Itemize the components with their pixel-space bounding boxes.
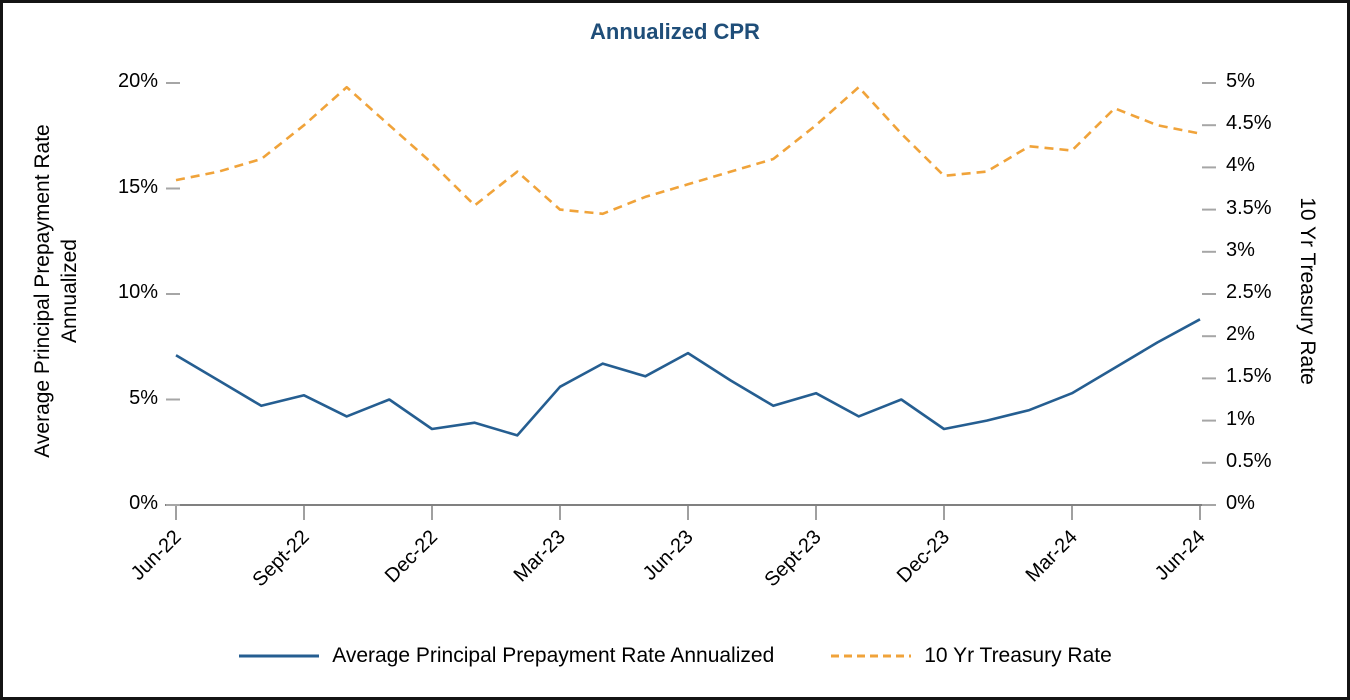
left-axis-tick-label: 20% (117, 70, 158, 92)
left-axis-tick-label: 0% (129, 492, 158, 514)
right-axis-tick-label: 2.5% (1226, 281, 1272, 303)
solid-line-sample-icon (239, 654, 320, 658)
right-axis-tick-label: 4.5% (1226, 112, 1272, 135)
plot-area (165, 82, 1216, 520)
right-axis-tick-label: 0% (1226, 492, 1255, 514)
right-axis-tick-label: 3% (1226, 238, 1255, 261)
legend-label-prepayment-rate: Average Principal Prepayment Rate Annual… (332, 644, 775, 667)
right-axis-tick-label: 1.5% (1226, 365, 1272, 388)
legend-label-treasury-rate: 10 Yr Treasury Rate (924, 644, 1112, 667)
right-axis-tick-label: 3.5% (1226, 196, 1272, 219)
left-axis-tick-label: 5% (129, 386, 158, 409)
left-axis-tick-label: 15% (117, 175, 158, 198)
right-axis-tick-label: 1% (1226, 407, 1255, 430)
legend-item-prepayment-rate: Average Principal Prepayment Rate Annual… (238, 644, 774, 668)
right-axis-tick-label: 0.5% (1226, 449, 1272, 472)
right-axis-tick-label: 5% (1226, 70, 1255, 92)
right-axis-tick-label: 2% (1226, 323, 1255, 346)
series-line-prepayment-rate (175, 318, 1201, 437)
left-axis-tick-label: 10% (117, 281, 158, 303)
series-line-treasury-rate (175, 85, 1201, 216)
dashed-line-sample-icon (831, 654, 912, 658)
legend: Average Principal Prepayment Rate Annual… (3, 644, 1347, 668)
chart-title: Annualized CPR (590, 19, 760, 44)
legend-item-treasury-rate: 10 Yr Treasury Rate (830, 644, 1112, 668)
right-axis-tick-label: 4% (1226, 154, 1255, 177)
